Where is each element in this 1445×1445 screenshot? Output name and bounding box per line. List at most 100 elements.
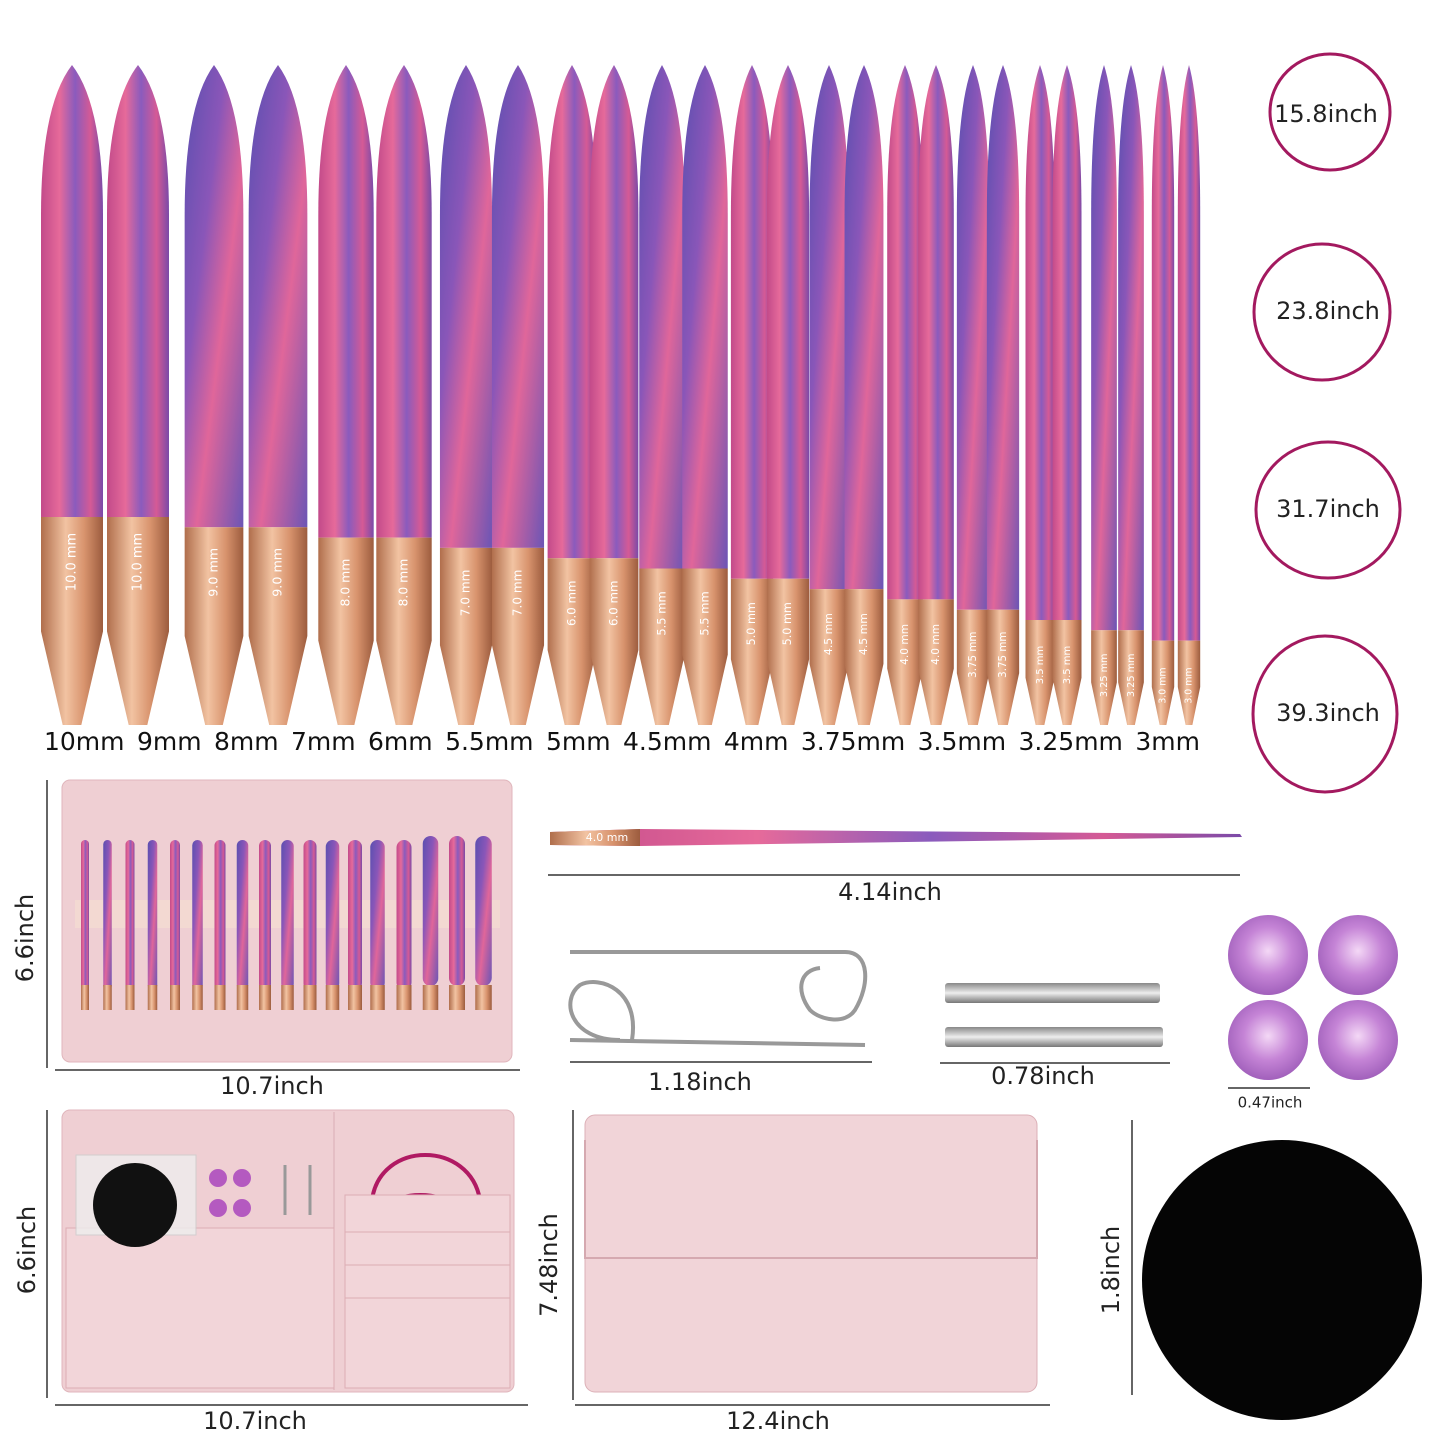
case-needle-tip: [125, 985, 135, 1010]
case-needle: [214, 840, 226, 990]
closed-case: [584, 1114, 1038, 1393]
needle-tip: [1151, 640, 1175, 725]
needle-shaft: [956, 65, 990, 610]
case-needle-tip: [147, 985, 158, 1010]
needle-shaft: [376, 65, 432, 538]
needle-tip-label: 6.0 mm: [607, 580, 621, 626]
needle-shaft: [887, 65, 923, 600]
stopper: [1228, 915, 1308, 995]
needle-shaft: [809, 65, 849, 590]
needle-shaft: [589, 65, 639, 559]
needle-tip: [766, 578, 810, 725]
needle-tip-label: 9.0 mm: [206, 548, 221, 597]
needle-tip: [1052, 620, 1082, 725]
needle-tip-label: 9.0 mm: [270, 548, 285, 597]
case-needle: [81, 840, 89, 990]
needle-tip: [439, 547, 493, 725]
needle-tip-label: 3.5 mm: [1062, 646, 1073, 685]
needle-size-label: 5mm: [545, 727, 611, 756]
needle-tip-label: 7.0 mm: [459, 570, 473, 617]
needle-shaft: [1177, 65, 1201, 641]
cable-label: 39.3inch: [1276, 699, 1380, 727]
cables: [1251, 52, 1402, 794]
case-needle-tip: [170, 985, 180, 1010]
dimension-label: 0.78inch: [991, 1062, 1095, 1090]
needle-size-label: 7mm: [291, 727, 356, 756]
needle-tip: [550, 829, 640, 846]
needle-size-label: 3.75mm: [800, 727, 906, 756]
connector: [945, 983, 1160, 1003]
needle-size-label: 4.5mm: [622, 727, 712, 756]
needle-shaft: [639, 65, 685, 569]
case-needle-tip: [370, 985, 385, 1010]
needle-tip: [1091, 630, 1117, 725]
needle-tip: [986, 609, 1020, 725]
needle-tip-label: 10.0 mm: [65, 533, 80, 591]
needle-shaft: [318, 65, 374, 538]
dimension-label: 10.7inch: [203, 1407, 307, 1435]
connector: [945, 1027, 1163, 1047]
needle-size-label: 6mm: [368, 727, 433, 756]
needle-shaft: [766, 65, 810, 579]
needle-shaft: [439, 65, 493, 548]
needle-tip: [248, 527, 308, 725]
case-needle: [475, 836, 492, 986]
case-needle: [259, 840, 271, 990]
needle-shaft: [184, 65, 244, 528]
needle-tip-label: 4.5 mm: [857, 613, 870, 655]
cable-label: 23.8inch: [1276, 297, 1380, 325]
dimension-label: 7.48inch: [535, 1213, 563, 1317]
needle-tip-label: 3.75 mm: [997, 632, 1009, 678]
case-needle-tip: [214, 985, 226, 1010]
case-flap: [584, 1140, 1038, 1259]
cable-label: 15.8inch: [1274, 100, 1378, 128]
needle-shaft: [107, 65, 169, 517]
dimension-label: 6.6inch: [11, 894, 39, 982]
needle-tip: [844, 589, 884, 725]
needle-tip-label: 5.0 mm: [781, 602, 794, 645]
needle-shaft: [918, 65, 954, 600]
case-needle: [396, 840, 412, 990]
needle-row: 10.0 mm 10.0 mm 9.0 mm 9.0 mm 8.0 mm 8.0 mm 7.…: [41, 65, 1201, 725]
needle-tip: [318, 537, 374, 725]
dimension-label: 4.14inch: [838, 878, 942, 906]
cable: [1268, 52, 1392, 172]
mini-connectors: [283, 1165, 312, 1215]
case-pocket: [65, 1227, 335, 1389]
needle-size-label: 9mm: [136, 727, 202, 756]
needle-size-label: 8mm: [213, 727, 279, 756]
needle-size-label: 10mm: [44, 727, 125, 756]
needle-tip: [918, 599, 954, 725]
needle-shaft: [1118, 65, 1144, 631]
needle-shaft: [730, 65, 774, 579]
stitch-holder: [568, 950, 868, 1047]
needle-tip-label: 8.0 mm: [338, 559, 353, 607]
dimension-label: 1.8inch: [1097, 1226, 1125, 1314]
case-needle-tip: [81, 985, 89, 1010]
case-needle: [170, 840, 180, 990]
felt-pad: [1142, 1140, 1422, 1420]
needle-tip: [809, 589, 849, 725]
needle-shaft: [1052, 65, 1082, 620]
needle-tip-label: 4.0 mm: [899, 624, 911, 665]
needle-tip-label: 5.0 mm: [745, 602, 758, 645]
needle-size-label: 5.5mm: [445, 727, 534, 756]
case-needle: [303, 840, 317, 990]
needle-tip-label: 5.5 mm: [698, 591, 712, 635]
needle-tip: [547, 558, 597, 725]
needle-tip: [1025, 620, 1055, 725]
cable-label: 31.7inch: [1276, 495, 1380, 523]
needle-tip-label: 3.0 mm: [1158, 668, 1169, 704]
case-needle-tip: [259, 985, 271, 1010]
needle-size-label: 3mm: [1135, 727, 1200, 756]
case-needles: [81, 836, 492, 1010]
needle-tip-label: 8.0 mm: [396, 559, 411, 607]
needle-tip: [887, 599, 923, 725]
case-needle: [236, 840, 249, 990]
needle-shaft: [547, 65, 597, 559]
case-needle-tip: [325, 985, 340, 1010]
needle-tip-label: 4.0 mm: [930, 624, 942, 665]
mini-stoppers: [209, 1169, 251, 1217]
